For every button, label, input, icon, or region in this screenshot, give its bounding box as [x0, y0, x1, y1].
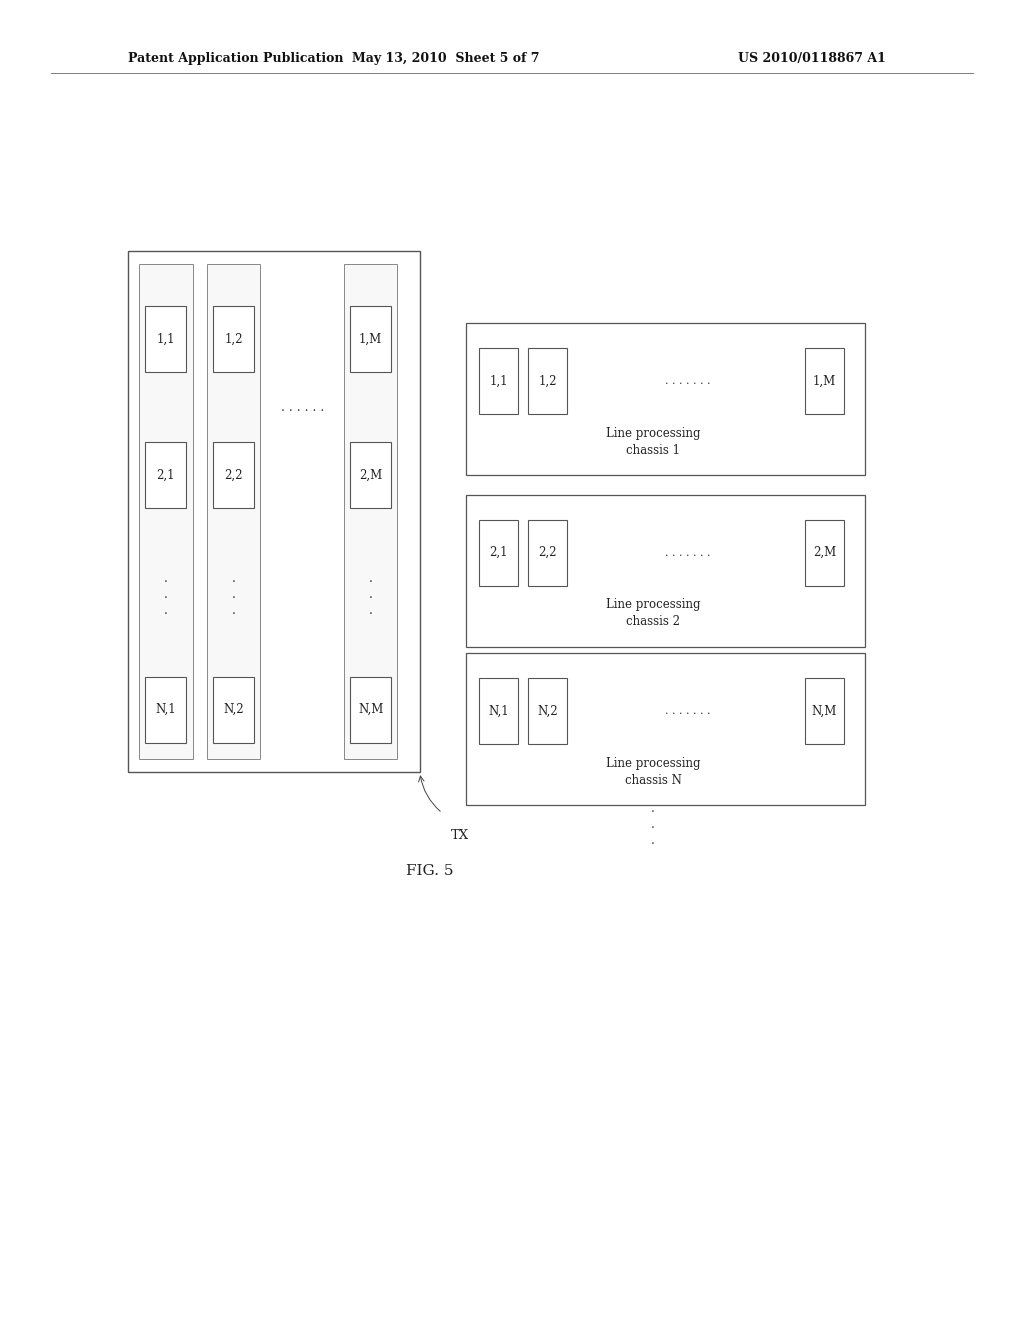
Bar: [350, 306, 391, 372]
Bar: [213, 677, 254, 743]
Text: . . . . . . .: . . . . . . .: [666, 548, 711, 557]
Bar: [479, 348, 518, 414]
Text: N,2: N,2: [223, 704, 244, 717]
Text: Patent Application Publication: Patent Application Publication: [128, 51, 343, 65]
Text: 2,1: 2,1: [489, 546, 508, 560]
Text: 1,1: 1,1: [157, 333, 175, 346]
Bar: [528, 520, 567, 586]
Text: .
.
.: . . .: [369, 573, 373, 618]
Text: 1,1: 1,1: [489, 375, 508, 388]
Text: . . . . . . .: . . . . . . .: [666, 376, 711, 385]
Text: Line processing
chassis N: Line processing chassis N: [606, 756, 700, 787]
Text: 1,2: 1,2: [224, 333, 243, 346]
Bar: [805, 678, 844, 744]
Text: 2,M: 2,M: [359, 469, 382, 482]
Bar: [479, 678, 518, 744]
Text: 2,1: 2,1: [157, 469, 175, 482]
Text: 1,2: 1,2: [539, 375, 557, 388]
Bar: [145, 442, 186, 508]
Text: 1,M: 1,M: [813, 375, 836, 388]
Text: .
.
.: . . .: [651, 803, 655, 847]
Bar: [145, 306, 186, 372]
Text: 2,2: 2,2: [224, 469, 243, 482]
Text: 2,2: 2,2: [539, 546, 557, 560]
Bar: [466, 323, 865, 475]
Text: Line processing
chassis 2: Line processing chassis 2: [606, 598, 700, 628]
Text: N,2: N,2: [538, 705, 558, 718]
Text: .
.
.: . . .: [164, 573, 168, 618]
Text: May 13, 2010  Sheet 5 of 7: May 13, 2010 Sheet 5 of 7: [351, 51, 540, 65]
Bar: [213, 442, 254, 508]
Text: N,M: N,M: [812, 705, 837, 718]
Text: FIG. 5: FIG. 5: [407, 865, 454, 878]
Text: N,1: N,1: [488, 705, 509, 718]
Text: . . . . . . .: . . . . . . .: [666, 706, 711, 715]
Bar: [213, 306, 254, 372]
Text: . . . . . .: . . . . . .: [282, 401, 325, 413]
Bar: [350, 442, 391, 508]
Text: N,1: N,1: [156, 704, 176, 717]
Text: Line processing
chassis 1: Line processing chassis 1: [606, 426, 700, 457]
Bar: [128, 251, 420, 772]
Text: .
.
.: . . .: [231, 573, 236, 618]
Bar: [479, 520, 518, 586]
Bar: [207, 264, 260, 759]
Bar: [805, 520, 844, 586]
Text: TX: TX: [451, 829, 469, 842]
Bar: [145, 677, 186, 743]
Bar: [139, 264, 193, 759]
Text: US 2010/0118867 A1: US 2010/0118867 A1: [738, 51, 886, 65]
Text: 2,M: 2,M: [813, 546, 836, 560]
Bar: [466, 495, 865, 647]
Text: N,M: N,M: [358, 704, 383, 717]
Bar: [350, 677, 391, 743]
Text: 1,M: 1,M: [359, 333, 382, 346]
Bar: [528, 348, 567, 414]
Bar: [344, 264, 397, 759]
Bar: [805, 348, 844, 414]
Bar: [528, 678, 567, 744]
Bar: [466, 653, 865, 805]
